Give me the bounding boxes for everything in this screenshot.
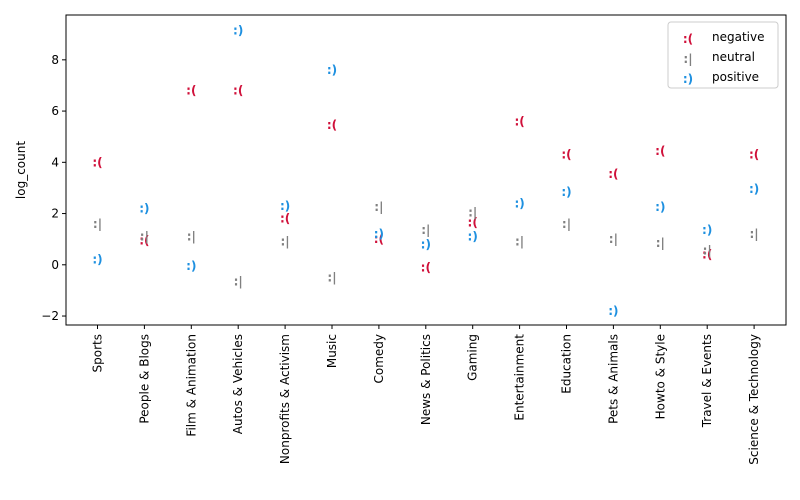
point-neutral: :| — [656, 236, 665, 250]
point-neutral: :| — [93, 217, 102, 231]
point-positive: :) — [233, 23, 243, 37]
point-positive: :) — [421, 237, 431, 251]
point-positive: :) — [702, 223, 712, 237]
legend-label-negative: negative — [712, 30, 764, 44]
point-positive: :) — [608, 304, 618, 318]
point-negative: :( — [608, 167, 618, 181]
point-negative: :( — [92, 155, 102, 169]
point-neutral: :| — [187, 230, 196, 244]
point-neutral: :| — [327, 271, 336, 285]
point-neutral: :| — [703, 244, 712, 258]
x-tick-label: Comedy — [372, 334, 386, 384]
y-tick-label: 8 — [51, 53, 59, 67]
x-tick-label: Science & Technology — [747, 334, 761, 465]
legend-marker-neutral: :| — [683, 52, 692, 66]
legend-marker-positive: :) — [683, 72, 693, 86]
x-tick-label: Film & Animation — [184, 334, 198, 437]
point-neutral: :| — [281, 235, 290, 249]
point-negative: :( — [655, 144, 665, 158]
y-tick-label: 0 — [51, 258, 59, 272]
point-negative: :( — [561, 148, 571, 162]
point-positive: :) — [186, 259, 196, 273]
legend-marker-negative: :( — [683, 32, 693, 46]
x-tick-label: Gaming — [466, 334, 480, 381]
x-tick-label: Travel & Events — [700, 334, 714, 428]
x-tick-label: Music — [325, 334, 339, 368]
point-positive: :) — [327, 63, 337, 77]
x-tick-label: Entertainment — [513, 334, 527, 421]
point-positive: :) — [280, 199, 290, 213]
x-tick-label: News & Politics — [419, 334, 433, 425]
x-tick-label: Autos & Vehicles — [231, 334, 245, 434]
y-tick-label: 4 — [51, 155, 59, 169]
x-tick-label: Pets & Animals — [606, 334, 620, 424]
point-negative: :( — [421, 260, 431, 274]
point-negative: :( — [327, 118, 337, 132]
point-neutral: :| — [609, 232, 618, 246]
x-tick-label: Sports — [91, 334, 105, 372]
x-tick-label: Nonprofits & Activism — [278, 334, 292, 464]
point-negative: :( — [233, 84, 243, 98]
x-tick-label: Howto & Style — [653, 334, 667, 419]
point-positive: :) — [374, 227, 384, 241]
plot-frame — [65, 14, 787, 326]
point-negative: :( — [468, 216, 478, 230]
point-neutral: :| — [515, 235, 524, 249]
point-negative: :( — [749, 148, 759, 162]
point-positive: :) — [749, 182, 759, 196]
point-neutral: :| — [234, 274, 243, 288]
point-negative: :( — [702, 248, 712, 262]
point-neutral: :| — [140, 230, 149, 244]
point-neutral: :| — [468, 205, 477, 219]
point-positive: :) — [655, 200, 665, 214]
legend-box — [667, 21, 779, 89]
point-negative: :( — [139, 233, 149, 247]
x-tick-label: Education — [560, 334, 574, 394]
point-neutral: :| — [750, 227, 759, 241]
x-tick-label: People & Blogs — [137, 334, 151, 424]
point-negative: :( — [374, 232, 384, 246]
point-positive: :) — [514, 196, 524, 210]
y-axis-label: log_count — [14, 141, 28, 199]
point-neutral: :| — [374, 200, 383, 214]
point-positive: :) — [92, 253, 102, 267]
legend-label-neutral: neutral — [712, 50, 755, 64]
point-positive: :) — [139, 201, 149, 215]
y-tick-label: 2 — [51, 207, 59, 221]
point-negative: :( — [514, 114, 524, 128]
point-neutral: :| — [562, 217, 571, 231]
y-tick-label: −2 — [41, 309, 59, 323]
point-negative: :( — [186, 84, 196, 98]
point-negative: :( — [280, 212, 290, 226]
legend-label-positive: positive — [712, 70, 759, 84]
y-tick-label: 6 — [51, 104, 59, 118]
point-positive: :) — [468, 230, 478, 244]
point-positive: :) — [561, 185, 571, 199]
point-neutral: :| — [421, 223, 430, 237]
